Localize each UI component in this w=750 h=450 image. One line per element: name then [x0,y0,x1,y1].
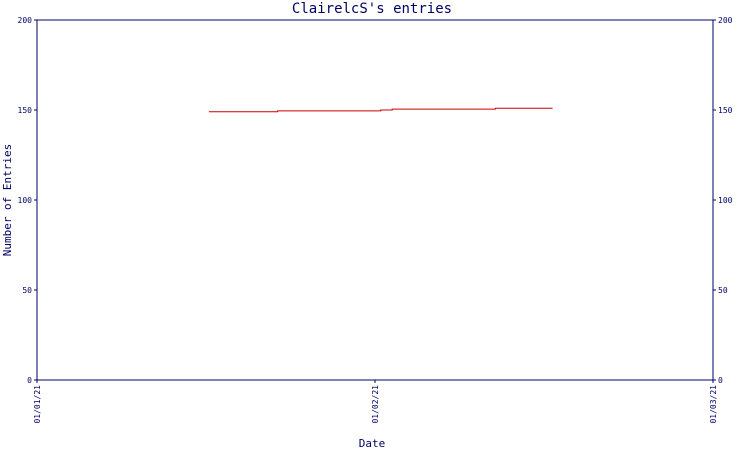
chart-title: ClairelcS's entries [292,1,452,17]
y-tick-label-left: 50 [22,286,32,295]
plot-area [36,19,714,381]
y-axis-right: 0 50 100 150 200 [713,16,733,385]
y-tick-label-left: 200 [18,16,33,25]
x-axis-label: Date [359,437,386,450]
y-tick-label-right: 150 [718,106,733,115]
y-tick-label-left: 150 [18,106,33,115]
y-tick-label-right: 200 [718,16,733,25]
x-axis: 01/01/21 01/02/21 01/03/21 [33,380,718,424]
y-axis-label: Number of Entries [1,144,14,257]
x-tick-label: 01/03/21 [709,385,718,424]
x-tick-label: 01/01/21 [33,385,42,424]
x-tick-label: 01/02/21 [371,385,380,424]
series-layer [208,107,553,113]
series-line [208,107,553,113]
y-tick-label-right: 0 [718,376,723,385]
y-tick-label-right: 100 [718,196,733,205]
y-tick-label-left: 0 [27,376,32,385]
y-tick-label-right: 50 [718,286,728,295]
y-axis-left: 0 50 100 150 200 [18,16,37,385]
y-tick-label-left: 100 [18,196,33,205]
